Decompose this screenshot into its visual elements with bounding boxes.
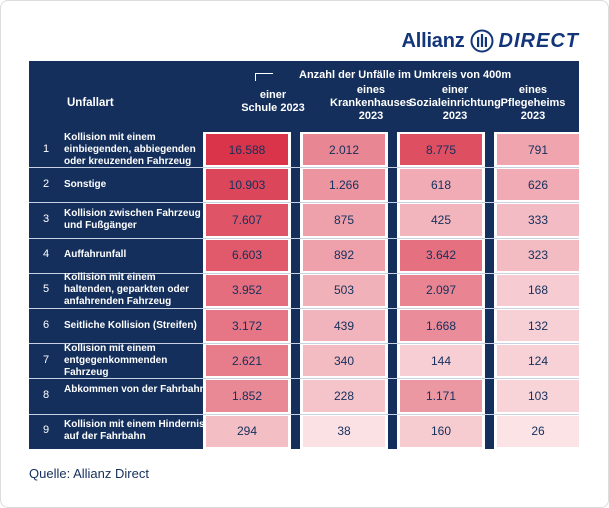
- value-cell: 7.607: [206, 204, 288, 236]
- row-separator: [29, 272, 579, 274]
- value-cell: 228: [303, 380, 385, 412]
- row-label: Kollision zwischen Fahrzeug und Fußgänge…: [64, 207, 201, 231]
- row-rank: 5: [42, 283, 50, 296]
- row-separator: [29, 167, 579, 169]
- value-cell: 1.852: [206, 380, 288, 412]
- accident-table: Anzahl der Unfälle im Umkreis von 400m U…: [29, 61, 582, 449]
- row-label: Kollision mit einem Hindernis auf der Fa…: [64, 419, 205, 443]
- value-cell: 1.668: [400, 310, 482, 342]
- row-label: Kollision mit einem entgegenkommenden Fa…: [64, 342, 168, 378]
- row-separator: [29, 308, 579, 309]
- group-header-bracket: [255, 73, 273, 81]
- table-row: 4 Auffahrunfall 6.603 892 3.642 323: [29, 238, 579, 273]
- table-row: 3 Kollision zwischen Fahrzeug und Fußgäng…: [29, 202, 579, 237]
- value-cell: 160: [400, 415, 482, 447]
- row-rank: 1: [42, 142, 50, 155]
- value-cell: 124: [497, 345, 579, 377]
- row-separator: [29, 378, 579, 380]
- value-cell: 333: [497, 204, 579, 236]
- row-label: Seitliche Kollision (Streifen): [64, 319, 197, 331]
- table-row: 5 Kollision mit einem haltenden, geparkte…: [29, 272, 579, 308]
- value-cell: 3.172: [206, 310, 288, 342]
- value-cell: 132: [497, 310, 579, 342]
- row-rank: 4: [42, 248, 50, 261]
- row-header: Unfallart: [67, 97, 114, 109]
- value-cell: 340: [303, 345, 385, 377]
- value-cell: 10.903: [206, 169, 288, 201]
- column-header-schule: einer Schule 2023: [241, 89, 305, 114]
- value-cell: 3.952: [206, 274, 288, 306]
- brand-word-allianz: Allianz: [401, 29, 465, 52]
- brand-logo: Allianz DIRECT: [401, 27, 579, 55]
- table-row: 8 Abkommen von der Fahrbahn 1.852 228 1.171 1…: [29, 378, 579, 413]
- row-rank: 2: [42, 177, 50, 190]
- value-cell: 439: [303, 310, 385, 342]
- value-cell: 875: [303, 204, 385, 236]
- value-cell: 103: [497, 380, 579, 412]
- table-row: 6 Seitliche Kollision (Streifen) 3.172 439 1…: [29, 308, 579, 343]
- value-cell: 2.097: [400, 274, 482, 306]
- row-label: Auffahrunfall: [64, 249, 127, 261]
- value-cell: 26: [497, 415, 579, 447]
- value-cell: 6.603: [206, 239, 288, 271]
- value-cell: 8.775: [400, 134, 482, 166]
- column-header-sozialeinrichtung: einer Sozialeinrichtung 2023: [409, 84, 501, 122]
- row-rank: 6: [42, 318, 50, 331]
- row-label: Abkommen von der Fahrbahn: [64, 383, 206, 395]
- value-cell: 626: [497, 169, 579, 201]
- value-cell: 168: [497, 274, 579, 306]
- value-cell: 791: [497, 134, 579, 166]
- value-cell: 618: [400, 169, 482, 201]
- brand-word-direct: DIRECT: [498, 29, 579, 52]
- row-separator: [29, 413, 579, 415]
- value-cell: 3.642: [400, 239, 482, 271]
- value-cell: 892: [303, 239, 385, 271]
- row-rank: 7: [42, 353, 50, 366]
- value-cell: 1.171: [400, 380, 482, 412]
- row-separator: [29, 202, 579, 204]
- row-rank: 9: [42, 424, 50, 437]
- value-cell: 2.012: [303, 134, 385, 166]
- table-header: Anzahl der Unfälle im Umkreis von 400m U…: [29, 61, 579, 132]
- column-header-pflegeheim: eines Pflegeheims 2023: [500, 84, 566, 122]
- source-note: Quelle: Allianz Direct: [29, 466, 149, 481]
- row-label: Kollision mit einem einbiegenden, abbieg…: [64, 131, 196, 167]
- table-row: 9 Kollision mit einem Hindernis auf der F…: [29, 414, 579, 449]
- allianz-eagle-icon: [470, 29, 494, 53]
- table-row: 2 Sonstige 10.903 1.266 618 626: [29, 167, 579, 202]
- column-header-krankenhaus: eines Krankenhauses 2023: [330, 84, 412, 122]
- value-cell: 425: [400, 204, 482, 236]
- value-cell: 1.266: [303, 169, 385, 201]
- row-separator: [29, 343, 579, 345]
- row-rank: 3: [42, 212, 50, 225]
- row-label: Sonstige: [64, 178, 107, 190]
- value-cell: 2.621: [206, 345, 288, 377]
- value-cell: 503: [303, 274, 385, 306]
- row-rank: 8: [42, 388, 50, 401]
- row-label: Kollision mit einem haltenden, geparkten…: [64, 272, 190, 308]
- table-row: 7 Kollision mit einem entgegenkommenden F…: [29, 343, 579, 378]
- value-cell: 294: [206, 415, 288, 447]
- value-cell: 16.588: [206, 134, 288, 166]
- table-row: 1 Kollision mit einem einbiegenden, abbie…: [29, 132, 579, 167]
- group-header: Anzahl der Unfälle im Umkreis von 400m: [299, 69, 512, 81]
- value-cell: 38: [303, 415, 385, 447]
- value-cell: 144: [400, 345, 482, 377]
- value-cell: 323: [497, 239, 579, 271]
- row-separator: [29, 237, 579, 239]
